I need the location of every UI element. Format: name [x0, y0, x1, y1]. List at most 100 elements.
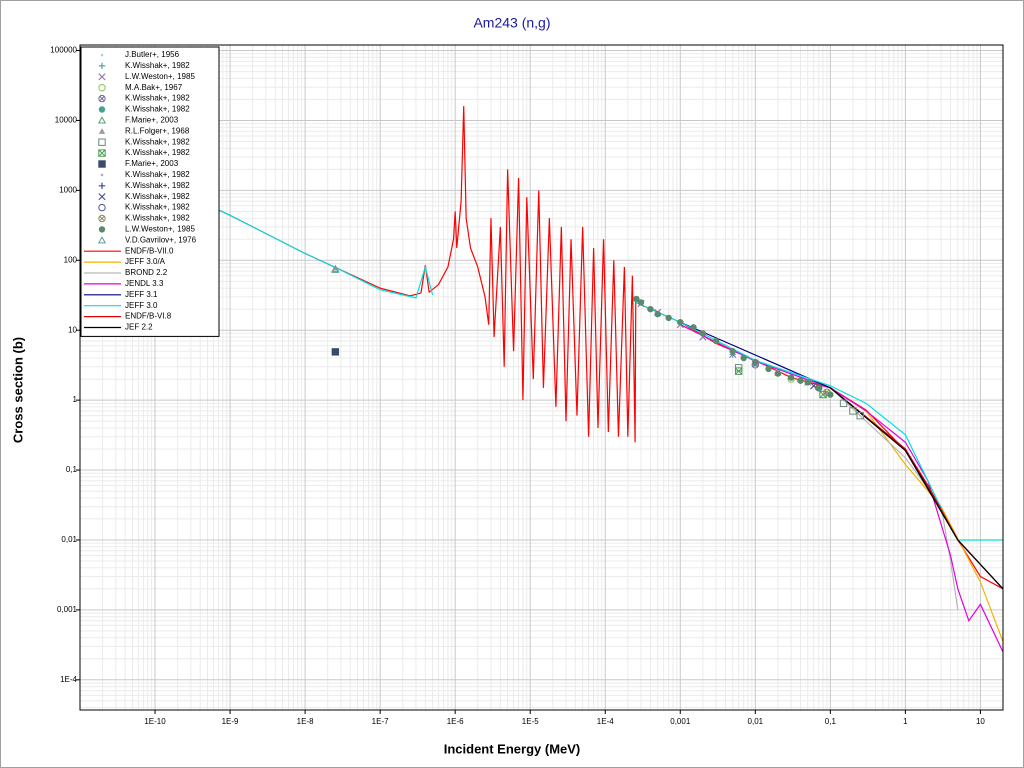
legend-label: JEFF 3.1: [125, 290, 158, 299]
y-tick-label: 100000: [50, 46, 77, 55]
data-point: [690, 324, 697, 331]
y-tick-label: 1: [73, 395, 78, 404]
x-tick-label: 1E-4: [597, 717, 614, 726]
data-point: [740, 354, 747, 362]
x-axis-label: Incident Energy (MeV): [444, 741, 581, 756]
data-point: [765, 365, 772, 373]
x-tick-label: 1E-9: [222, 717, 239, 726]
data-point: [699, 330, 707, 337]
legend-label: BROND 2.2: [125, 268, 168, 277]
legend-label: ENDF/B-VI.8: [125, 312, 172, 321]
legend-label: JENDL 3.3: [125, 279, 164, 288]
legend-symbol: [98, 214, 106, 223]
legend-label: ENDF/B-VII.0: [125, 246, 174, 255]
data-point: [774, 370, 782, 377]
legend-label: K.Wisshak+, 1982: [125, 214, 190, 223]
y-tick-label: 10000: [55, 116, 78, 125]
x-tick-label: 0,001: [670, 717, 691, 726]
legend-label: K.Wisshak+, 1982: [125, 61, 190, 70]
data-point: [637, 299, 645, 306]
x-tick-label: 0,1: [825, 717, 837, 726]
chart-title: Am243 (n,g): [473, 15, 550, 31]
legend-label: V.D.Gavrilov+, 1976: [125, 235, 197, 244]
data-point: [654, 310, 661, 318]
y-tick-label: 1000: [59, 185, 77, 194]
x-tick-label: 0,01: [748, 717, 764, 726]
legend-label: K.Wisshak+, 1982: [125, 94, 190, 103]
legend-box: [80, 46, 220, 337]
legend-label: L.W.Weston+, 1985: [125, 225, 195, 234]
y-tick-label: 100: [64, 255, 78, 264]
y-tick-label: 10: [68, 325, 77, 334]
ticks: 1E-10 1E-9 1E-8 1E-7 1E-6 1E-5 1E-4 0,001 0,01 0,…: [50, 46, 985, 726]
curve: [829, 387, 959, 610]
plot-frame: [79, 44, 1004, 711]
data-point: [734, 367, 743, 375]
x-tick-label: 1E-8: [297, 717, 314, 726]
legend-symbol: [98, 128, 106, 134]
legend-symbol: [98, 94, 106, 103]
data-point: [677, 319, 684, 326]
legend-symbol: [98, 182, 106, 189]
legend-symbol: [98, 203, 106, 212]
y-axis-label: Cross section (b): [10, 337, 25, 443]
legend-symbol: [98, 73, 106, 81]
legend-symbol: [100, 53, 104, 57]
y-tick-label: 0,1: [66, 465, 78, 474]
data-point: [797, 377, 804, 384]
data-point: [647, 305, 654, 313]
legend-symbol: [100, 173, 104, 177]
data-point: [804, 379, 811, 386]
x-tick-label: 1E-7: [372, 717, 389, 726]
data-point: [752, 358, 759, 366]
legend-label: F.Marie+, 2003: [125, 159, 179, 168]
data-point: [849, 407, 857, 415]
plot-area: [80, 106, 1003, 653]
x-tick-label: 1E-5: [522, 717, 539, 726]
legend-label: JEF 2.2: [125, 323, 153, 332]
legend-symbol: [98, 62, 106, 70]
legend-symbol: [98, 226, 106, 233]
legend-label: J.Butler+, 1956: [125, 50, 180, 59]
legend-symbol: [98, 138, 106, 146]
legend-symbol: [98, 106, 106, 113]
data-point: [633, 295, 640, 303]
y-tick-label: 1E-4: [60, 675, 77, 684]
x-tick-label: 1: [903, 717, 908, 726]
legend-label: K.Wisshak+, 1982: [125, 105, 190, 114]
data-point: [839, 399, 848, 408]
legend-label: M.A.Bak+, 1967: [125, 83, 183, 92]
legend-label: K.Wisshak+, 1982: [125, 203, 190, 212]
legend-label: K.Wisshak+, 1982: [125, 170, 190, 179]
legend-label: K.Wisshak+, 1982: [125, 137, 190, 146]
data-point: [815, 384, 822, 392]
legend-label: JEFF 3.0: [125, 301, 158, 310]
y-tick-label: 0,001: [57, 605, 78, 614]
legend-symbol: [98, 84, 106, 92]
legend-label: F.Marie+, 2003: [125, 116, 179, 125]
y-tick-label: 0,01: [61, 535, 77, 544]
data-point: [856, 411, 864, 420]
legend-label: K.Wisshak+, 1982: [125, 148, 190, 157]
x-tick-label: 10: [976, 717, 985, 726]
data-point: [331, 348, 340, 356]
data-point: [712, 337, 720, 345]
legend-symbol: [98, 149, 106, 157]
data-point: [665, 314, 672, 322]
legend: J.Butler+, 1956 K.Wisshak+, 1982 L.W.Westo…: [80, 46, 220, 337]
legend-label: JEFF 3.0/A: [125, 257, 166, 266]
legend-symbol: [97, 236, 107, 244]
x-tick-label: 1E-6: [447, 717, 464, 726]
data-point: [729, 348, 736, 355]
data-point: [827, 391, 834, 398]
data-point: [331, 265, 340, 273]
legend-symbol: [98, 160, 106, 168]
x-tick-label: 1E-10: [144, 717, 166, 726]
legend-label: R.L.Folger+, 1968: [125, 126, 190, 135]
data-point: [787, 374, 795, 381]
legend-label: K.Wisshak+, 1982: [125, 192, 190, 201]
legend-symbol: [97, 116, 107, 124]
curve: [829, 387, 1003, 590]
